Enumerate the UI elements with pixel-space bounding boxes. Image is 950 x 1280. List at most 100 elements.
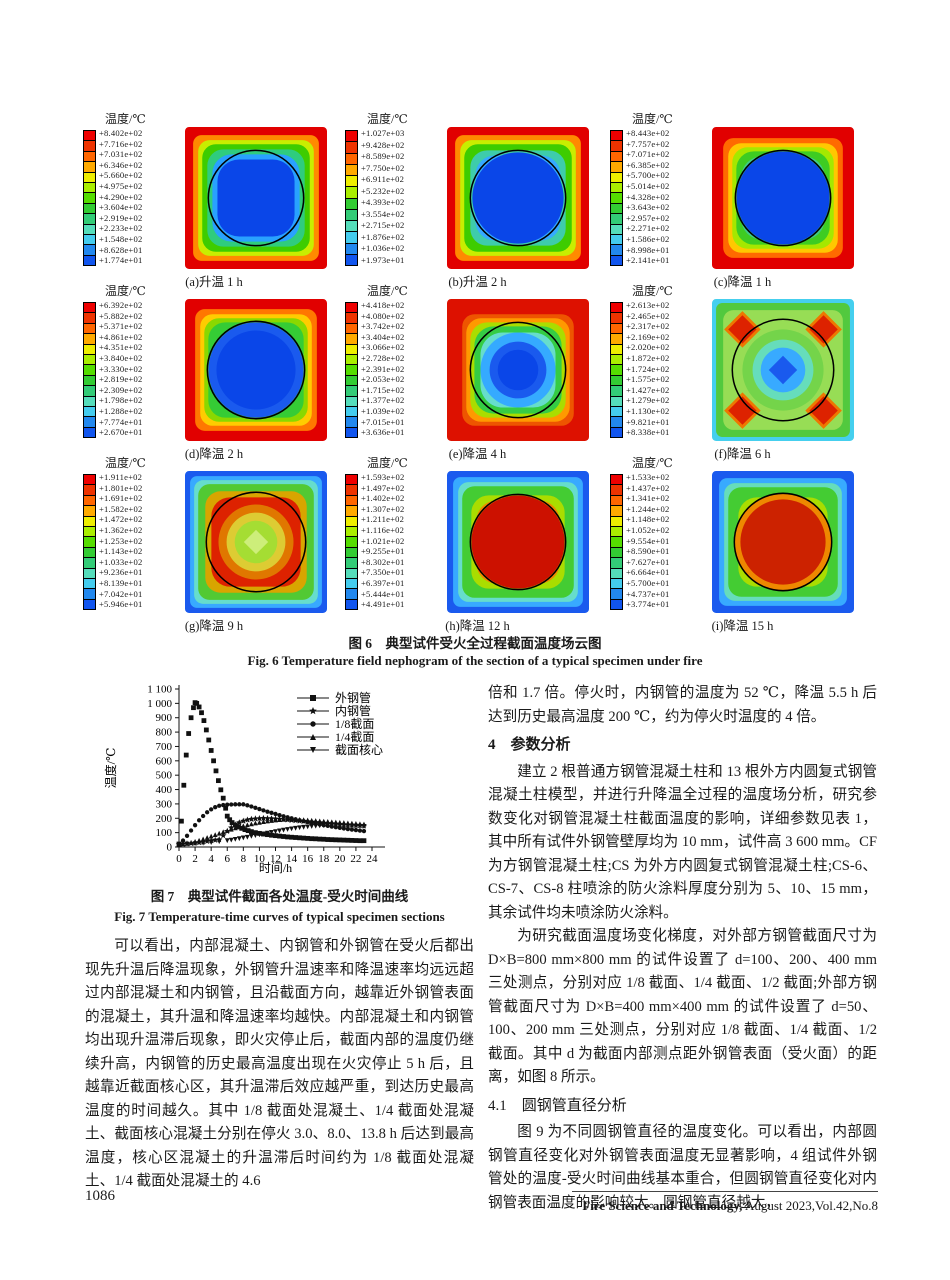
colorbar-cell — [611, 224, 622, 235]
colorbar-level: +7.042e+01 — [99, 588, 143, 599]
colorbar-cell — [84, 578, 95, 590]
colorbar-cell — [84, 344, 95, 355]
legend-label: 内钢管 — [335, 703, 371, 718]
colorbar-level: +5.946e+01 — [99, 599, 143, 610]
colorbar-level: +1.244e+02 — [626, 503, 670, 514]
colorbar-level: +2.169e+02 — [626, 331, 670, 342]
colorbar-cell — [346, 506, 357, 517]
colorbar-cell — [346, 209, 357, 221]
colorbar-level: +1.021e+02 — [361, 535, 405, 546]
colorbar-cell — [84, 589, 95, 600]
colorbar-cell — [611, 313, 622, 324]
nephogram-panel-caption: (g)降温 9 h — [184, 619, 244, 633]
colorbar-level: +2.053e+02 — [361, 374, 405, 385]
colorbar-cell — [346, 537, 357, 548]
body-paragraph-left: 可以看出，内部混凝土、内钢管和外钢管在受火后都出现先升温后降温现象，外钢管升温速… — [85, 938, 474, 1189]
colorbar-cell — [611, 131, 622, 142]
colorbar-cell — [84, 547, 95, 559]
colorbar-cell — [346, 417, 357, 428]
nephogram-panel-caption: (c)降温 1 h — [713, 275, 772, 289]
colorbar-level: +2.613e+02 — [626, 300, 670, 310]
colorbar-cell — [611, 344, 622, 355]
x-tick-label: 20 — [334, 853, 346, 865]
colorbar-cell — [84, 214, 95, 225]
colorbar-cell — [346, 354, 357, 366]
colorbar-level: +1.497e+02 — [361, 482, 405, 493]
colorbar-cell — [84, 506, 95, 517]
colorbar-cell — [84, 162, 95, 173]
colorbar-cell — [84, 245, 95, 256]
colorbar-level: +2.233e+02 — [99, 223, 143, 234]
colorbar-cell — [84, 475, 95, 486]
colorbar-level: +2.391e+02 — [361, 363, 405, 374]
nephogram-panel-caption: (h)降温 12 h — [445, 619, 510, 633]
colorbar-cell — [346, 176, 357, 188]
colorbar-level: +1.143e+02 — [99, 546, 143, 557]
colorbar-cell — [84, 334, 95, 345]
colorbar-level: +8.589e+02 — [361, 151, 405, 162]
colorbar-cell — [84, 485, 95, 496]
y-tick-label: 1 000 — [147, 698, 172, 710]
colorbar-cell — [611, 162, 622, 173]
colorbar — [83, 474, 96, 610]
y-tick-label: 0 — [167, 842, 173, 854]
legend-label: 1/4截面 — [335, 730, 374, 744]
chart-axes — [178, 685, 385, 848]
footer-journal-name: Fire Science and Technology, — [582, 1198, 743, 1213]
figure6-nephogram-grid: 温度/℃ +8.402e+02 +7.716e+02 +7.031e+02 +6.346… — [83, 112, 878, 633]
colorbar-cell — [346, 547, 357, 559]
nephogram-map — [185, 127, 327, 274]
colorbar-cell — [346, 406, 357, 418]
colorbar-level: +4.491e+01 — [361, 599, 405, 610]
colorbar-level: +7.031e+02 — [99, 149, 143, 160]
x-tick-label: 4 — [208, 853, 214, 865]
colorbar-level: +8.998e+01 — [626, 244, 670, 255]
colorbar-cell — [611, 303, 622, 314]
x-tick-label: 10 — [254, 853, 266, 865]
colorbar-cell — [346, 187, 357, 199]
nephogram-map — [712, 299, 854, 446]
y-axis-label: 温度/℃ — [103, 748, 118, 789]
colorbar-level: +1.533e+02 — [626, 472, 670, 482]
colorbar-level: +2.728e+02 — [361, 353, 405, 364]
colorbar-cell — [84, 131, 95, 142]
colorbar-cell — [611, 255, 622, 266]
nephogram-map-svg — [712, 471, 854, 613]
colorbar-level: +3.774e+01 — [626, 599, 670, 610]
colorbar-level: +2.670e+01 — [99, 427, 143, 438]
colorbar-cell — [84, 386, 95, 397]
x-tick-label: 12 — [270, 853, 281, 865]
colorbar-level: +1.307e+02 — [361, 503, 405, 514]
colorbar-level: +5.444e+01 — [361, 588, 405, 599]
colorbar-level: +1.798e+02 — [99, 395, 143, 406]
x-tick-label: 22 — [350, 853, 361, 865]
x-tick-label: 8 — [241, 853, 247, 865]
colorbar-level: +1.039e+02 — [361, 406, 405, 417]
colorbar-level: +1.402e+02 — [361, 493, 405, 504]
colorbar-level: +1.582e+02 — [99, 503, 143, 514]
colorbar — [610, 474, 623, 610]
colorbar-level: +6.385e+02 — [626, 159, 670, 170]
colorbar-cell — [84, 141, 95, 152]
nephogram-map — [712, 127, 854, 274]
colorbar-cell — [611, 547, 622, 559]
colorbar-level: +2.957e+02 — [626, 212, 670, 223]
colorbar-cell — [84, 396, 95, 407]
legend-label: 外钢管 — [335, 690, 371, 705]
colorbar-cell — [346, 131, 357, 143]
two-column-text: 0 100 200 300 400 500 600 700 800 900 1 000 1 100 0 2… — [85, 676, 877, 1215]
colorbar-level: +6.664e+01 — [626, 567, 670, 578]
nephogram-panel-caption: (b)升温 2 h — [448, 275, 507, 289]
colorbar-level: +1.437e+02 — [626, 482, 670, 493]
colorbar-level: +4.328e+02 — [626, 191, 670, 202]
y-tick-label: 900 — [156, 712, 173, 724]
nephogram-panel-f: 温度/℃ +2.613e+02 +2.465e+02 +2.317e+02 +2.169… — [610, 284, 875, 461]
colorbar-cell — [346, 396, 357, 407]
colorbar-cell — [84, 568, 95, 579]
colorbar-level: +8.139e+01 — [99, 578, 143, 589]
nephogram-panel-body: +1.911e+02 +1.801e+02 +1.691e+02 +1.582e+02… — [83, 471, 345, 618]
colorbar — [345, 302, 358, 438]
colorbar-labels: +8.402e+02 +7.716e+02 +7.031e+02 +6.346e+02… — [99, 128, 183, 266]
colorbar-cell — [346, 164, 357, 176]
colorbar-cell — [611, 495, 622, 507]
